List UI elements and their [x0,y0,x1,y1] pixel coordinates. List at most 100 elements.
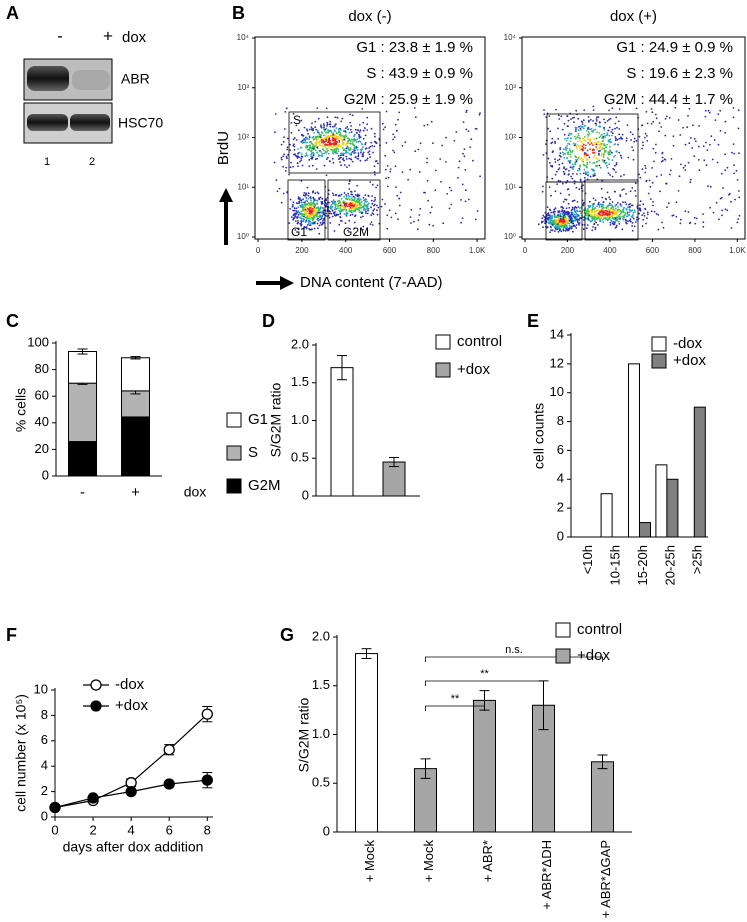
event-dot [691,147,694,149]
event-dot [334,206,337,209]
event-dot [585,164,587,167]
event-dot [602,137,604,140]
event-dot [347,137,349,140]
bar [591,761,614,833]
event-dot [308,221,310,224]
event-dot [325,107,328,110]
event-dot [354,128,357,131]
legend-label: control [457,333,502,350]
event-dot [551,164,553,167]
gate-label: S [293,113,301,127]
event-dot [675,215,678,218]
event-dot [304,205,307,207]
event-dot [583,164,586,167]
event-dot [574,205,577,208]
event-dot [553,210,555,213]
event-dot [590,142,593,145]
annotation: ** [451,693,460,705]
event-dot [560,222,563,225]
event-dot [657,214,660,216]
event-dot [574,219,576,222]
event-dot [606,205,609,208]
event-dot [317,135,320,138]
event-dot [712,211,715,214]
event-dot [366,159,368,161]
legend-swatch [226,412,242,428]
bar-segment [121,416,150,477]
event-dot [298,151,301,154]
event-dot [306,206,308,209]
event-dot [603,128,606,131]
event-dot [737,218,740,221]
event-dot [364,194,367,197]
event-dot [367,195,370,198]
event-dot [579,165,581,168]
event-dot [291,216,293,219]
event-dot [592,120,594,122]
event-dot [588,200,591,203]
y-tick-label: 2.0 [291,336,309,351]
event-dot [340,193,343,196]
event-dot [370,214,373,217]
event-dot [609,174,611,176]
event-dot [642,141,644,144]
event-dot [655,213,658,215]
event-dot [573,216,576,218]
event-dot [635,107,638,110]
event-dot [575,224,578,226]
legend-marker [90,679,102,691]
event-dot [593,155,596,157]
event-dot [312,154,315,157]
event-dot [606,214,608,216]
event-dot [576,220,579,223]
event-dot [574,161,577,164]
event-dot [643,215,646,217]
event-dot [288,222,291,225]
event-dot [366,123,369,126]
event-dot [301,134,304,137]
event-dot [566,217,568,220]
event-dot [353,139,356,142]
event-dot [571,226,573,228]
event-dot [600,154,602,157]
event-dot [550,226,552,229]
event-dot [293,149,296,151]
event-dot [289,143,291,146]
event-dot [594,138,596,141]
event-dot [324,143,326,146]
event-dot [586,127,589,130]
event-dot [344,127,347,130]
event-dot [372,213,375,216]
event-dot [609,149,611,152]
event-dot [608,218,611,221]
event-dot [664,117,667,120]
stat-text: G1 : 24.9 ± 0.9 % [616,39,733,56]
event-dot [392,133,395,136]
event-dot [601,146,604,149]
event-dot [342,205,344,208]
event-dot [416,228,419,231]
event-dot [325,136,327,139]
event-dot [361,108,364,110]
event-dot [342,154,345,157]
event-dot [340,164,342,167]
event-dot [326,123,329,126]
event-dot [562,200,565,203]
event-dot [327,147,329,150]
marker [49,801,61,814]
event-dot [558,154,561,157]
event-dot [567,134,570,137]
event-dot [563,210,566,213]
event-dot [572,222,575,225]
event-dot [603,143,605,145]
event-dot [312,196,315,199]
event-dot [340,120,343,123]
event-dot [653,210,656,213]
event-dot [639,209,642,212]
event-dot [301,164,304,167]
event-dot [366,208,369,210]
event-dot [314,126,317,129]
event-dot [467,130,470,133]
event-dot [583,209,585,212]
event-dot [305,219,308,222]
